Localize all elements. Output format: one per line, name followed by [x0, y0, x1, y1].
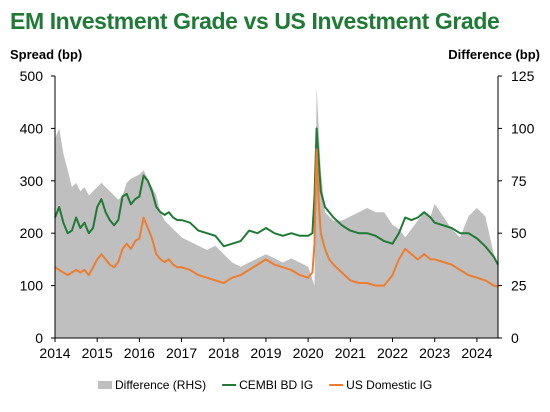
x-tick-label: 2023	[419, 345, 450, 361]
x-tick-label: 2014	[39, 345, 70, 361]
right-tick-label: 75	[511, 173, 527, 189]
difference-rhs-area	[55, 86, 498, 338]
right-tick-label: 25	[511, 278, 527, 294]
x-tick-label: 2019	[250, 345, 281, 361]
legend-label: US Domestic IG	[346, 378, 432, 392]
axes-layer: 0 100 200 300 400 500 0 25 50 75 100 125 2014 2015 201…	[20, 68, 535, 361]
right-axis-label: Difference (bp)	[448, 47, 540, 62]
left-tick-label: 200	[20, 225, 44, 241]
series-layer	[54, 86, 499, 338]
left-tick-label: 300	[20, 173, 44, 189]
legend-swatch	[98, 381, 112, 389]
right-tick-label: 100	[511, 120, 535, 136]
x-tick-label: 2015	[82, 345, 113, 361]
legend-label: Difference (RHS)	[115, 378, 206, 392]
left-axis-label: Spread (bp)	[10, 47, 83, 62]
cembi-bd-ig-line	[54, 127, 499, 266]
chart-title: EM Investment Grade vs US Investment Gra…	[10, 8, 500, 34]
x-tick-label: 2024	[461, 345, 492, 361]
right-tick-label: 125	[511, 68, 535, 84]
x-tick-label: 2020	[293, 345, 324, 361]
legend: Difference (RHS) CEMBI BD IG US Domestic I…	[98, 378, 432, 392]
left-tick-label: 500	[20, 68, 44, 84]
left-tick-label: 400	[20, 120, 44, 136]
right-tick-label: 50	[511, 225, 527, 241]
legend-label: CEMBI BD IG	[239, 378, 313, 392]
x-tick-label: 2021	[335, 345, 366, 361]
left-tick-label: 0	[35, 330, 43, 346]
x-tick-label: 2018	[208, 345, 239, 361]
x-tick-label: 2022	[377, 345, 408, 361]
x-tick-label: 2016	[124, 345, 155, 361]
us-domestic-ig-line	[54, 148, 499, 288]
left-tick-label: 100	[20, 278, 44, 294]
x-tick-label: 2017	[166, 345, 197, 361]
right-tick-label: 0	[511, 330, 519, 346]
